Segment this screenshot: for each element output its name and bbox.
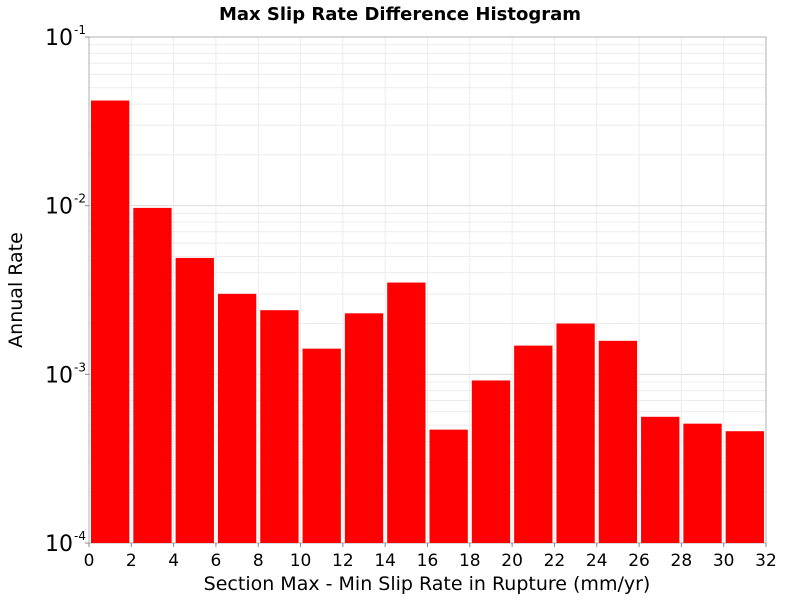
histogram-bar	[556, 323, 595, 543]
histogram-bar	[683, 423, 722, 543]
x-tick-label: 10	[290, 551, 312, 571]
y-tick-label: 10	[45, 532, 73, 557]
histogram-bar	[725, 431, 764, 543]
y-tick-label: 10	[45, 195, 73, 220]
y-tick-label: 10	[45, 363, 73, 388]
y-axis-ticks: 10-110-210-310-4	[45, 23, 89, 557]
y-axis-label: Annual Rate	[5, 232, 27, 348]
x-tick-label: 18	[459, 551, 481, 571]
histogram-bar	[429, 429, 468, 543]
histogram-bar	[133, 207, 172, 543]
histogram-bar	[514, 345, 553, 543]
x-axis-ticks: 0 2 4 6 8 10 12 14 16 18 20 22 24 26 28 30 32	[84, 543, 777, 571]
x-tick-label: 16	[417, 551, 439, 571]
x-tick-label: 2	[126, 551, 137, 571]
histogram-bar	[641, 416, 680, 543]
bars	[91, 100, 764, 543]
x-tick-label: 32	[755, 551, 777, 571]
y-tick-exponent: -4	[74, 529, 86, 543]
x-tick-label: 28	[671, 551, 693, 571]
histogram-bar	[91, 100, 130, 543]
x-tick-label: 26	[628, 551, 650, 571]
x-tick-label: 14	[374, 551, 396, 571]
x-tick-label: 12	[332, 551, 354, 571]
x-tick-label: 0	[84, 551, 95, 571]
x-tick-label: 24	[586, 551, 608, 571]
x-tick-label: 8	[253, 551, 264, 571]
x-tick-label: 30	[713, 551, 735, 571]
histogram-bar	[260, 310, 299, 543]
histogram-bar	[471, 380, 511, 543]
y-tick-label: 10	[45, 26, 73, 51]
x-axis-label: Section Max - Min Slip Rate in Rupture (…	[204, 573, 651, 595]
histogram-bar	[387, 282, 426, 543]
chart-title: Max Slip Rate Difference Histogram	[219, 4, 581, 25]
y-tick-exponent: -1	[74, 23, 86, 37]
y-tick-exponent: -3	[74, 360, 86, 374]
histogram-bar	[344, 313, 384, 543]
histogram-bar	[175, 257, 214, 543]
x-tick-label: 22	[544, 551, 566, 571]
histogram-bar	[217, 293, 257, 543]
x-tick-label: 20	[501, 551, 523, 571]
histogram-bar	[598, 340, 638, 543]
x-tick-label: 4	[168, 551, 179, 571]
x-tick-label: 6	[211, 551, 222, 571]
histogram-bar	[302, 348, 341, 543]
y-tick-exponent: -2	[74, 192, 86, 206]
